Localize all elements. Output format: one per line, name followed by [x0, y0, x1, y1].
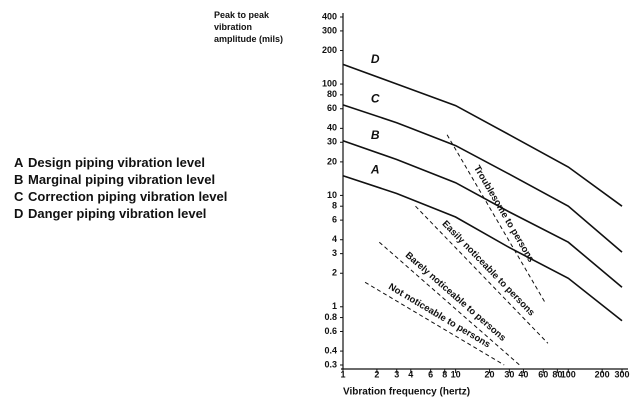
legend-entry: D Danger piping vibration level — [14, 205, 249, 222]
y-tick-label: 6 — [332, 214, 337, 224]
y-tick-label: 30 — [327, 137, 337, 147]
legend-text: Marginal piping vibration level — [28, 172, 216, 187]
series-line — [446, 134, 546, 303]
y-tick-label: 400 — [322, 11, 337, 21]
y-tick-label: 100 — [322, 78, 337, 88]
y-tick-label: 3 — [332, 248, 337, 258]
x-tick-label: 40 — [518, 369, 528, 379]
curve-label: B — [371, 128, 380, 142]
y-tick-label: 0.6 — [324, 326, 337, 336]
series-line — [415, 205, 549, 344]
y-axis-title-line: amplitude (mils) — [214, 34, 283, 44]
x-tick-label: 80 — [552, 369, 562, 379]
legend-text: Correction piping vibration level — [28, 189, 228, 204]
y-tick-label: 300 — [322, 25, 337, 35]
y-tick-label: 0.8 — [324, 312, 337, 322]
y-tick-label: 8 — [332, 201, 337, 211]
y-tick-label: 2 — [332, 268, 337, 278]
y-axis-title: Peak to peak vibration amplitude (mils) — [214, 10, 283, 44]
x-tick-label: 3 — [394, 369, 399, 379]
x-tick-label: 8 — [442, 369, 447, 379]
y-tick-label: 200 — [322, 45, 337, 55]
x-tick-label: 60 — [538, 369, 548, 379]
y-tick-label: 80 — [327, 89, 337, 99]
curve-label: A — [370, 163, 380, 177]
x-tick-label: 1 — [340, 369, 345, 379]
x-tick-label: 30 — [504, 369, 514, 379]
series-line — [378, 241, 520, 366]
legend: A Design piping vibration level B Marginal … — [14, 154, 249, 222]
legend-entry: B Marginal piping vibration level — [14, 171, 249, 188]
legend-key: A — [14, 155, 24, 170]
y-tick-label: 20 — [327, 156, 337, 166]
y-tick-label: 0.3 — [324, 359, 337, 369]
legend-entry: A Design piping vibration level — [14, 154, 249, 171]
y-tick-label: 60 — [327, 103, 337, 113]
y-tick-label: 0.4 — [324, 345, 337, 355]
x-tick-label: 2 — [374, 369, 379, 379]
y-axis-title-line: Peak to peak — [214, 10, 270, 20]
x-tick-label: 20 — [485, 369, 495, 379]
x-tick-label: 200 — [595, 369, 610, 379]
legend-entry: C Correction piping vibration level — [14, 188, 249, 205]
x-axis-title: Vibration frequency (hertz) — [343, 387, 470, 398]
legend-key: B — [14, 172, 24, 187]
series-line — [342, 104, 623, 253]
curve-label: C — [371, 92, 380, 106]
x-tick-label: 10 — [451, 369, 461, 379]
legend-text: Danger piping vibration level — [28, 206, 207, 221]
legend-key: C — [14, 189, 24, 204]
zone-label: Troublesome to persons — [471, 164, 536, 265]
series-line — [342, 139, 623, 288]
x-tick-label: 4 — [408, 369, 413, 379]
legend-text: Design piping vibration level — [28, 155, 205, 170]
curve-label: D — [371, 52, 380, 66]
series-line — [342, 175, 623, 322]
y-tick-label: 40 — [327, 123, 337, 133]
y-tick-label: 4 — [332, 234, 337, 244]
x-tick-label: 100 — [561, 369, 576, 379]
legend-key: D — [14, 206, 24, 221]
x-tick-label: 6 — [428, 369, 433, 379]
series-line — [364, 281, 505, 366]
y-tick-label: 1 — [332, 301, 337, 311]
series-line — [342, 63, 623, 207]
y-tick-label: 10 — [327, 190, 337, 200]
y-axis-title-line: vibration — [214, 22, 252, 32]
x-tick-label: 300 — [614, 369, 629, 379]
